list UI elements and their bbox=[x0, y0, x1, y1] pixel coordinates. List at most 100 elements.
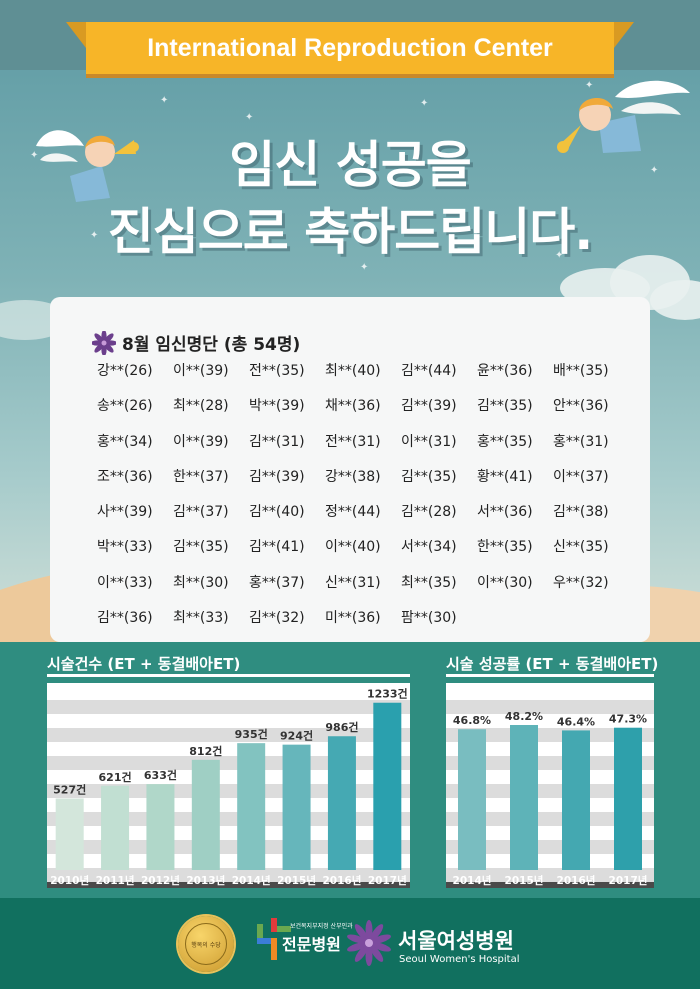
x-tick-label: 2017년 bbox=[609, 874, 648, 887]
name-entry: 한**(37) bbox=[173, 468, 229, 485]
name-entry: 미**(36) bbox=[325, 610, 381, 627]
name-entry: 김**(39) bbox=[401, 398, 457, 415]
name-entry: 김**(35) bbox=[401, 468, 457, 485]
right-angel-icon bbox=[557, 80, 690, 153]
name-entry: 최**(30) bbox=[173, 574, 229, 591]
name-entry: 김**(32) bbox=[249, 610, 305, 627]
grid-stripe bbox=[446, 784, 654, 798]
hospital-name-en: Seoul Women's Hospital bbox=[399, 954, 520, 965]
name-entry: 조**(36) bbox=[97, 468, 153, 485]
star-icon: ✦ bbox=[585, 80, 594, 91]
x-tick-label: 2014년 bbox=[232, 874, 271, 887]
list-title-text: 8월 임신명단 (총 54명) bbox=[122, 335, 301, 355]
cert-small-text: 보건복지부지정 산부인과 bbox=[290, 923, 353, 930]
star-icon: ✦ bbox=[160, 95, 169, 106]
x-tick-label: 2012년 bbox=[141, 874, 180, 887]
data-label: 812건 bbox=[189, 744, 222, 758]
grid-stripe bbox=[47, 868, 410, 882]
bar bbox=[146, 784, 175, 870]
grid-stripe bbox=[47, 840, 410, 854]
name-entry: 김**(39) bbox=[249, 468, 305, 485]
hospital-flower-logo-icon bbox=[347, 920, 391, 966]
x-tick-label: 2013년 bbox=[186, 874, 225, 887]
name-entry: 김**(44) bbox=[401, 363, 457, 379]
bar bbox=[282, 744, 311, 870]
data-label: 986건 bbox=[325, 720, 358, 734]
data-label: 527건 bbox=[53, 783, 86, 797]
grid-stripe bbox=[47, 700, 410, 714]
name-entry: 이**(33) bbox=[97, 574, 153, 591]
data-label: 47.3% bbox=[609, 713, 647, 726]
name-entry: 최**(33) bbox=[173, 610, 229, 627]
bar bbox=[191, 759, 220, 870]
x-tick-label: 2014년 bbox=[453, 874, 492, 887]
grid-stripe bbox=[446, 840, 654, 854]
name-entry: 전**(35) bbox=[249, 363, 305, 379]
pregnancy-list-card bbox=[50, 297, 650, 642]
name-entry: 이**(37) bbox=[553, 468, 609, 485]
name-entry: 김**(35) bbox=[477, 398, 533, 415]
star-icon: ✦ bbox=[90, 230, 99, 241]
x-tick-label: 2015년 bbox=[277, 874, 316, 887]
name-entry: 홍**(34) bbox=[97, 433, 153, 450]
star-icon: ✦ bbox=[360, 262, 369, 273]
success-chart-title: 시술 성공률 (ET + 동결배아ET) bbox=[446, 655, 659, 673]
name-entry: 팜**(30) bbox=[401, 610, 457, 627]
name-entry: 한**(35) bbox=[477, 539, 533, 556]
banner-title: International Reproduction Center bbox=[147, 33, 553, 62]
banner-fold-right bbox=[614, 22, 634, 48]
x-tick-label: 2010년 bbox=[50, 874, 89, 887]
name-entry: 사**(39) bbox=[97, 504, 153, 521]
name-entry: 박**(39) bbox=[249, 398, 305, 415]
grid-stripe bbox=[446, 700, 654, 714]
cert-main-text: 전문병원 bbox=[282, 935, 341, 954]
award-badge: 행복의 수당 bbox=[178, 916, 234, 972]
data-label: 924건 bbox=[280, 729, 313, 743]
grid-stripe bbox=[47, 812, 410, 826]
name-entry: 배**(35) bbox=[553, 363, 609, 379]
grid-stripe bbox=[47, 756, 410, 770]
name-entry: 김**(40) bbox=[249, 504, 305, 521]
name-grid: 강**(26) 이**(39) 전**(35) 최**(40) 김**(44) 윤**(3… bbox=[97, 360, 637, 642]
name-entry: 황**(41) bbox=[477, 468, 533, 485]
bar bbox=[327, 736, 356, 870]
name-entry: 정**(44) bbox=[325, 504, 381, 521]
name-entry: 김**(38) bbox=[553, 504, 609, 521]
data-label: 48.2% bbox=[505, 710, 543, 723]
name-entry: 전**(31) bbox=[325, 433, 381, 450]
name-entry: 신**(35) bbox=[553, 539, 609, 556]
success-title-underline bbox=[446, 674, 654, 677]
name-entry: 우**(32) bbox=[553, 574, 609, 591]
name-entry: 이**(30) bbox=[477, 574, 533, 591]
bar bbox=[458, 729, 486, 870]
name-entry: 홍**(31) bbox=[553, 433, 609, 450]
list-title: 8월 임신명단 (총 54명) bbox=[92, 330, 300, 355]
bar bbox=[510, 725, 538, 870]
name-entry: 송**(26) bbox=[97, 398, 153, 415]
banner-fold-left bbox=[66, 22, 86, 48]
x-tick-label: 2017년 bbox=[368, 874, 407, 887]
data-label: 621건 bbox=[99, 770, 132, 784]
bar bbox=[373, 702, 402, 870]
name-entry: 최**(28) bbox=[173, 398, 229, 415]
star-icon: ✦ bbox=[555, 250, 564, 261]
name-entry: 강**(38) bbox=[325, 468, 381, 485]
specialty-hospital-icon bbox=[257, 918, 291, 960]
procedures-title-underline bbox=[47, 674, 410, 677]
footer bbox=[0, 898, 700, 989]
name-entry: 이**(40) bbox=[325, 539, 381, 556]
data-label: 935건 bbox=[235, 727, 268, 741]
x-tick-label: 2015년 bbox=[505, 874, 544, 887]
name-entry: 김**(28) bbox=[401, 504, 457, 521]
name-entry: 홍**(35) bbox=[477, 433, 533, 450]
x-tick-label: 2016년 bbox=[557, 874, 596, 887]
name-entry: 윤**(36) bbox=[477, 363, 533, 379]
flower-icon bbox=[92, 330, 116, 355]
name-entry: 김**(36) bbox=[97, 610, 153, 627]
x-tick-label: 2011년 bbox=[96, 874, 135, 887]
name-entry: 최**(35) bbox=[401, 574, 457, 591]
bar bbox=[614, 727, 642, 870]
data-label: 46.8% bbox=[453, 714, 491, 727]
